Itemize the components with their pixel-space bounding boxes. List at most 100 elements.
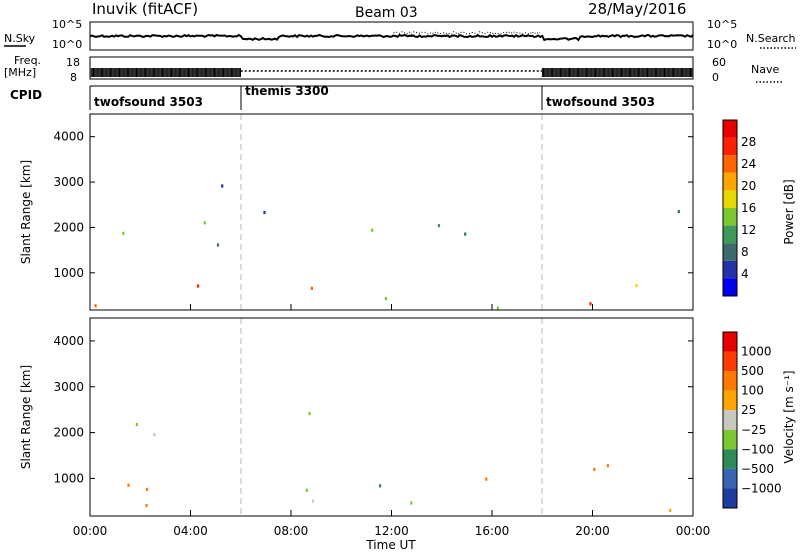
scatter-cell bbox=[464, 232, 467, 236]
colorbar-tick-label: 4 bbox=[741, 267, 749, 281]
noise-search-line bbox=[393, 30, 541, 36]
colorbar-tick-label: 500 bbox=[741, 364, 764, 378]
scatter-cell bbox=[308, 412, 311, 416]
y-tick-label: 4000 bbox=[53, 334, 84, 348]
colorbar-tick-label: 24 bbox=[741, 157, 756, 171]
scatter-cell bbox=[496, 306, 499, 310]
freq-left-tick-bottom: 8 bbox=[70, 71, 77, 84]
noise-left-tick-top: 10^5 bbox=[52, 18, 82, 31]
scatter-cell bbox=[635, 284, 638, 288]
scatter-cell bbox=[153, 433, 156, 437]
scatter-cell bbox=[437, 224, 440, 228]
y-tick-label: 3000 bbox=[53, 380, 84, 394]
freq-left-label-bottom: [MHz] bbox=[4, 66, 36, 79]
colorbar-segment bbox=[723, 225, 737, 244]
power-y-axis: 4000 3000 2000 1000 bbox=[53, 130, 693, 280]
colorbar-segment bbox=[723, 351, 737, 372]
scatter-cell bbox=[379, 484, 382, 488]
colorbar-tick-label: −25 bbox=[741, 423, 766, 437]
power-x-ticks bbox=[89, 304, 694, 310]
colorbar-segment bbox=[723, 260, 737, 279]
scatter-cell bbox=[311, 499, 315, 503]
noise-right-label: N.Search bbox=[746, 32, 796, 45]
scatter-cell bbox=[593, 467, 596, 472]
colorbar-segment bbox=[723, 332, 737, 352]
nave-right-tick-bottom: 0 bbox=[712, 71, 719, 84]
y-tick-label: 4000 bbox=[53, 130, 84, 144]
frequency-panel: Freq. [MHz] 18 8 60 0 Nave bbox=[4, 54, 784, 84]
y-tick-label: 2000 bbox=[53, 220, 84, 234]
scatter-cell bbox=[263, 210, 266, 215]
colorbar-segment bbox=[723, 390, 737, 411]
colorbar-segment bbox=[723, 371, 737, 391]
power-scatter bbox=[94, 184, 680, 310]
scatter-cell bbox=[203, 221, 206, 225]
scatter-cell bbox=[677, 210, 680, 214]
station-title: Inuvik (fitACF) bbox=[92, 0, 198, 18]
colorbar-segment bbox=[723, 449, 737, 469]
colorbar-tick-label: 25 bbox=[741, 403, 756, 417]
frequency-bars bbox=[90, 68, 694, 77]
noise-panel: N.Sky 10^5 10^0 10^5 10^0 N.Search bbox=[4, 18, 796, 51]
freq-left-label-top: Freq. bbox=[14, 54, 41, 67]
power-colorbar: 28 24 20 16 12 8 4 bbox=[722, 119, 756, 297]
cpid-segment-2: themis 3300 bbox=[245, 84, 329, 98]
scatter-cell bbox=[384, 297, 387, 301]
colorbar-segment bbox=[723, 208, 737, 226]
beam-title: Beam 03 bbox=[355, 5, 418, 21]
scatter-cell bbox=[94, 304, 97, 308]
colorbar-segment bbox=[723, 429, 737, 450]
colorbar-segment bbox=[723, 243, 737, 261]
colorbar-tick-label: 28 bbox=[741, 135, 756, 149]
colorbar-segment bbox=[723, 410, 737, 430]
scatter-cell bbox=[145, 503, 148, 508]
velocity-panel: 4000 3000 2000 1000 00:00 04:00 08:00 12:00 16:… bbox=[19, 317, 796, 538]
velocity-colorbar-label: Velocity [m s⁻¹] bbox=[782, 370, 796, 463]
scatter-cell bbox=[485, 477, 488, 481]
x-tick-label: 08:00 bbox=[274, 524, 309, 538]
colorbar-segment bbox=[723, 155, 737, 173]
scatter-cell bbox=[669, 508, 672, 512]
scatter-cell bbox=[197, 284, 200, 288]
x-tick-label: 12:00 bbox=[374, 524, 409, 538]
velocity-y-axis-label: Slant Range [km] bbox=[19, 365, 33, 469]
noise-left-tick-bottom: 10^0 bbox=[52, 38, 82, 51]
colorbar-segment bbox=[723, 190, 737, 208]
y-tick-label: 1000 bbox=[53, 266, 84, 280]
x-tick-label: 16:00 bbox=[475, 524, 510, 538]
cpid-segment-3: twofsound 3503 bbox=[546, 95, 655, 109]
colorbar-tick-label: 1000 bbox=[741, 345, 772, 359]
colorbar-tick-label: −500 bbox=[741, 462, 774, 476]
scatter-cell bbox=[146, 487, 149, 491]
velocity-x-axis: 00:00 04:00 08:00 12:00 16:00 20:00 00:00 bbox=[73, 510, 711, 538]
scatter-cell bbox=[589, 302, 592, 306]
colorbar-tick-label: 20 bbox=[741, 179, 756, 193]
colorbar-segment bbox=[723, 137, 737, 156]
power-colorbar-label: Power [dB] bbox=[782, 179, 796, 244]
colorbar-frame bbox=[722, 119, 738, 297]
scatter-cell bbox=[410, 501, 413, 505]
scatter-cell bbox=[221, 184, 224, 188]
x-tick-label: 04:00 bbox=[173, 524, 208, 538]
scatter-cell bbox=[216, 243, 220, 247]
cpid-segment-1: twofsound 3503 bbox=[94, 95, 203, 109]
cpid-panel: CPID twofsound 3503 themis 3300 twofsoun… bbox=[10, 84, 694, 110]
y-tick-label: 2000 bbox=[53, 426, 84, 440]
scatter-cell bbox=[127, 483, 130, 487]
scatter-cell bbox=[606, 464, 609, 468]
cpid-label: CPID bbox=[10, 88, 42, 102]
power-panel: 4000 3000 2000 1000 Slant Range [km] 28 24 20… bbox=[19, 113, 796, 311]
colorbar-tick-label: −100 bbox=[741, 442, 774, 456]
scatter-cell bbox=[305, 488, 308, 492]
noise-right-tick-top: 10^5 bbox=[707, 18, 737, 31]
noise-left-label: N.Sky bbox=[4, 32, 36, 45]
colorbar-segment bbox=[723, 278, 737, 296]
velocity-colorbar: 1000 500 100 25 −25 −100 −500 −1000 bbox=[722, 331, 782, 509]
colorbar-segment bbox=[723, 488, 737, 508]
x-tick-label: 00:00 bbox=[676, 524, 711, 538]
velocity-scatter bbox=[127, 412, 672, 512]
scatter-cell bbox=[135, 422, 138, 427]
freq-left-tick-top: 18 bbox=[66, 56, 80, 69]
colorbar-frame bbox=[722, 331, 738, 509]
